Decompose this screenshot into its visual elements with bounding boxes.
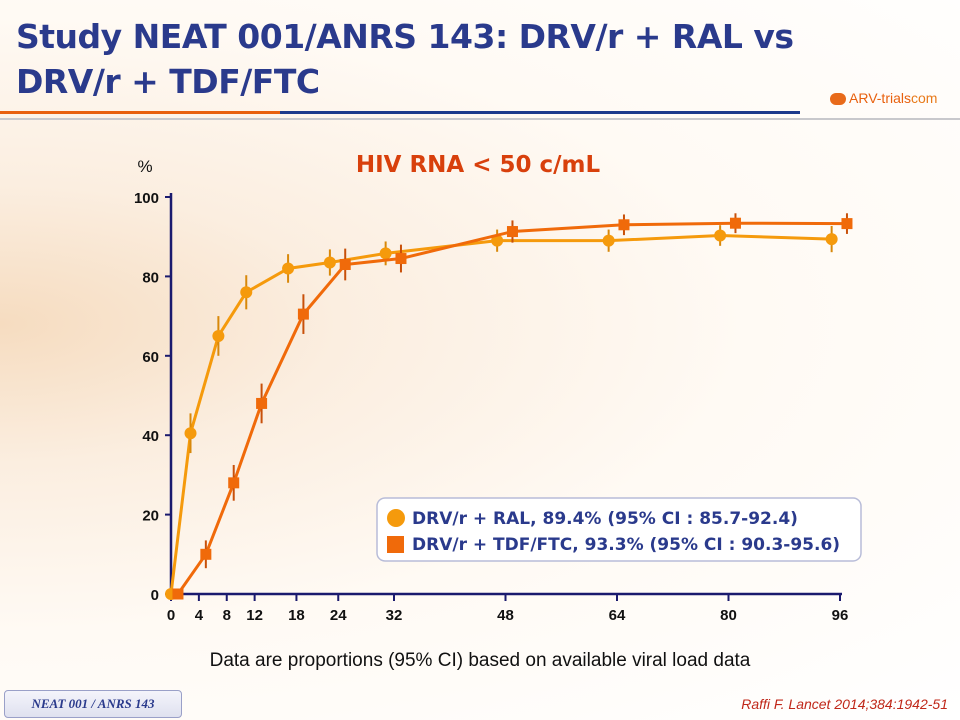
data-point <box>184 427 197 440</box>
study-badge: NEAT 001 / ANRS 143 <box>4 690 182 718</box>
x-tick-label: 96 <box>832 607 849 624</box>
y-axis-label: % <box>137 157 152 176</box>
x-tick-label: 0 <box>167 607 175 624</box>
data-point <box>395 253 407 265</box>
x-tick-label: 32 <box>386 607 403 624</box>
legend-marker <box>387 509 405 527</box>
legend-marker <box>387 536 404 553</box>
x-tick-label: 18 <box>288 607 305 624</box>
data-point <box>297 308 309 320</box>
data-point <box>212 329 225 342</box>
data-point <box>618 219 630 231</box>
data-point <box>172 588 184 600</box>
data-point <box>602 234 615 247</box>
logo-suffix: com <box>910 90 938 106</box>
reference: Raffi F. Lancet 2014;384:1942-51 <box>741 696 948 712</box>
data-point <box>256 397 268 409</box>
data-point <box>379 247 392 260</box>
y-tick-label: 0 <box>151 587 159 604</box>
data-point <box>323 256 336 269</box>
title-divider-blue <box>280 111 800 114</box>
y-tick-label: 60 <box>142 349 159 366</box>
data-point <box>506 226 518 238</box>
data-point <box>339 258 351 270</box>
data-point <box>491 234 504 247</box>
y-tick-label: 80 <box>142 269 159 286</box>
data-point <box>240 286 253 299</box>
data-point <box>228 477 240 489</box>
x-tick-label: 80 <box>720 607 737 624</box>
data-point <box>714 229 727 242</box>
x-tick-label: 8 <box>223 607 231 624</box>
data-point <box>841 218 853 230</box>
y-tick-label: 20 <box>142 508 159 525</box>
x-tick-label: 64 <box>609 607 626 624</box>
legend-label: DRV/r + RAL, 89.4% (95% CI : 85.7-92.4) <box>412 509 798 529</box>
data-point <box>200 548 212 560</box>
logo-text: ARV-trials <box>849 90 911 106</box>
x-tick-label: 24 <box>330 607 347 624</box>
x-tick-label: 4 <box>195 607 204 624</box>
footnote: Data are proportions (95% CI) based on a… <box>209 650 751 671</box>
legend-label: DRV/r + TDF/FTC, 93.3% (95% CI : 90.3-95… <box>412 535 840 555</box>
y-tick-label: 40 <box>142 428 159 445</box>
slide-title: Study NEAT 001/ANRS 143: DRV/r + RAL vs … <box>16 17 794 101</box>
x-tick-label: 48 <box>497 607 514 624</box>
data-point <box>729 217 741 229</box>
data-point <box>282 262 295 275</box>
pill-icon <box>830 93 846 106</box>
arv-trials-logo: ARV-trialscom <box>830 90 937 106</box>
chart-title: HIV RNA < 50 c/mL <box>356 152 601 178</box>
x-tick-label: 12 <box>246 607 263 624</box>
data-point <box>825 233 838 246</box>
y-tick-label: 100 <box>134 190 159 207</box>
legend-box <box>376 497 862 562</box>
title-divider-grey <box>0 118 960 120</box>
